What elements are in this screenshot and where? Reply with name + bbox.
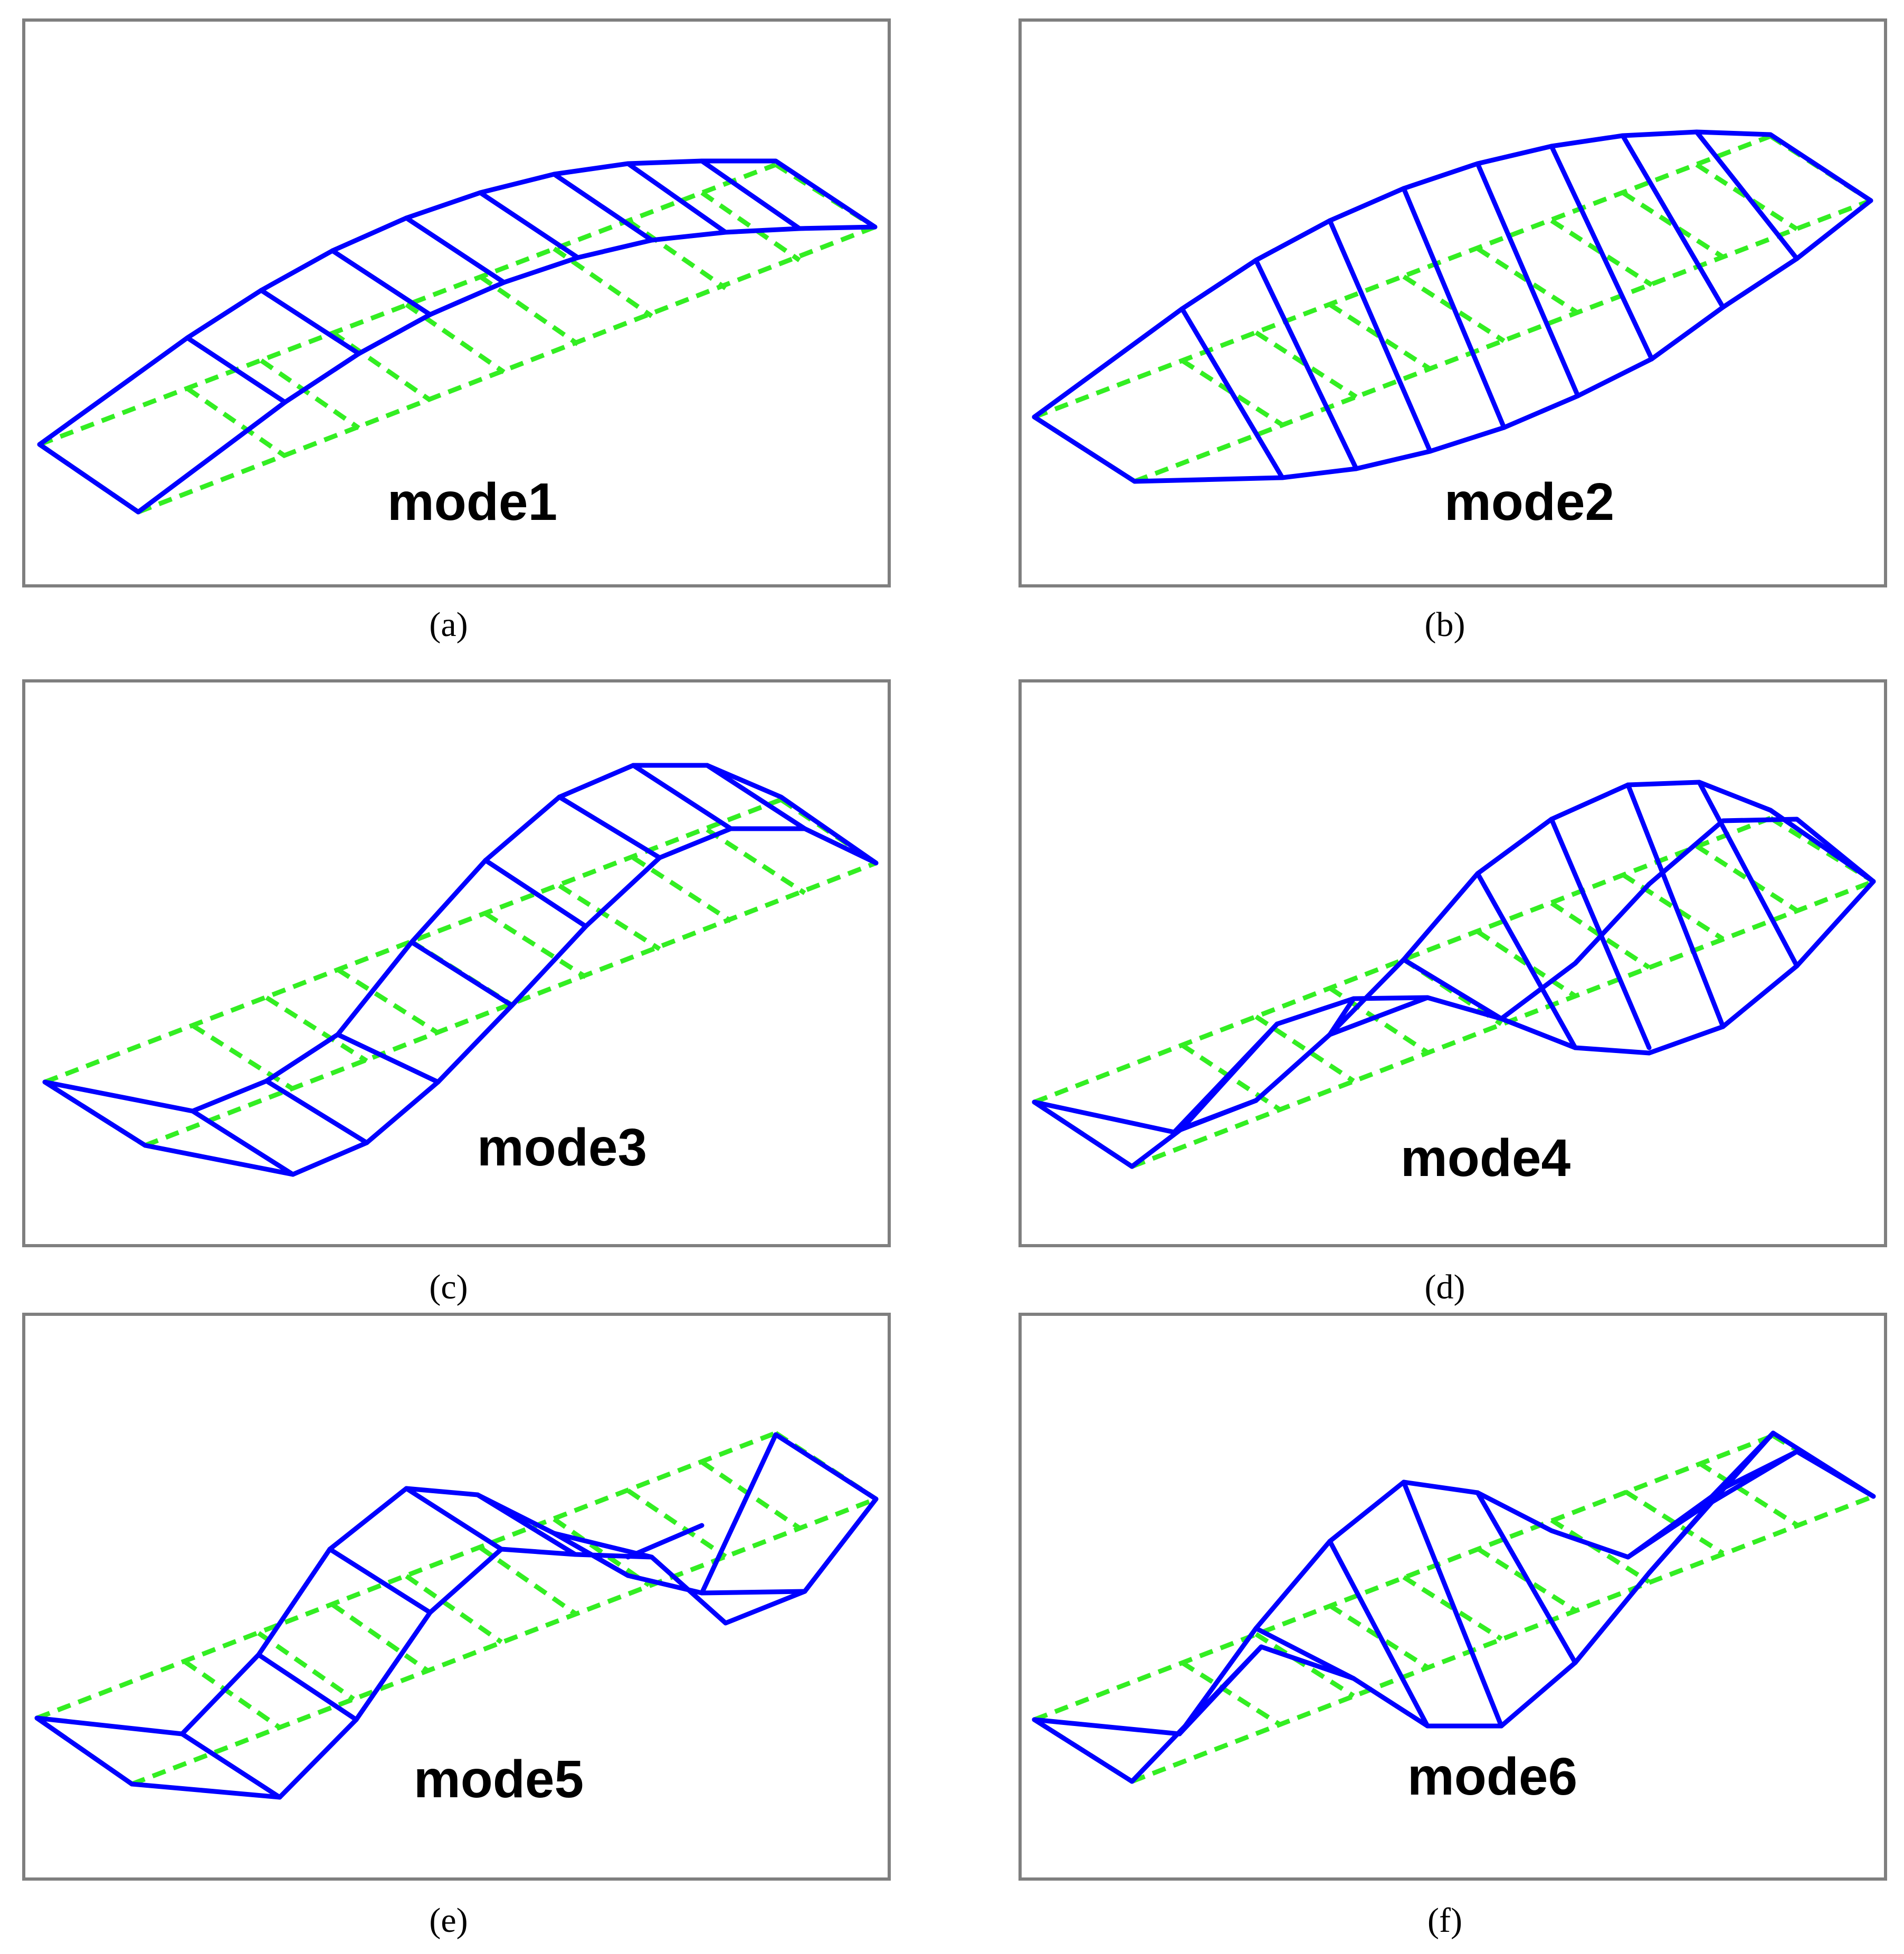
- deformed-shape: [1032, 780, 1876, 1169]
- panel-c-frame: [22, 679, 891, 1247]
- panel-e: mode5 (e): [22, 1313, 891, 1940]
- panel-f-frame: [1018, 1313, 1887, 1881]
- panel-caption: (b): [1425, 605, 1465, 644]
- panel-d: mode4 (d): [1018, 679, 1887, 1306]
- mode-label: mode5: [414, 1750, 584, 1809]
- deformed-shape: [1032, 1430, 1876, 1784]
- deformed-shape: [34, 1432, 879, 1800]
- panel-a: mode1 (a): [22, 18, 891, 644]
- deformed-shape: [37, 158, 878, 515]
- deformed-shape: [1032, 129, 1873, 484]
- mode-label: mode3: [477, 1118, 647, 1177]
- panel-caption: (f): [1427, 1901, 1462, 1940]
- mode-label: mode2: [1444, 472, 1614, 532]
- mode-label: mode4: [1401, 1128, 1571, 1188]
- panel-c: mode3 (c): [22, 679, 891, 1306]
- panel-b: mode2 (b): [1018, 18, 1887, 644]
- panel-caption: (a): [429, 605, 468, 644]
- panel-caption: (e): [429, 1901, 468, 1940]
- panel-caption: (c): [429, 1268, 468, 1306]
- panel-f: mode6 (f): [1018, 1313, 1887, 1940]
- panel-caption: (d): [1425, 1268, 1465, 1306]
- mode-label: mode6: [1407, 1747, 1577, 1806]
- mode-label: mode1: [387, 472, 557, 532]
- deformed-shape: [42, 763, 879, 1177]
